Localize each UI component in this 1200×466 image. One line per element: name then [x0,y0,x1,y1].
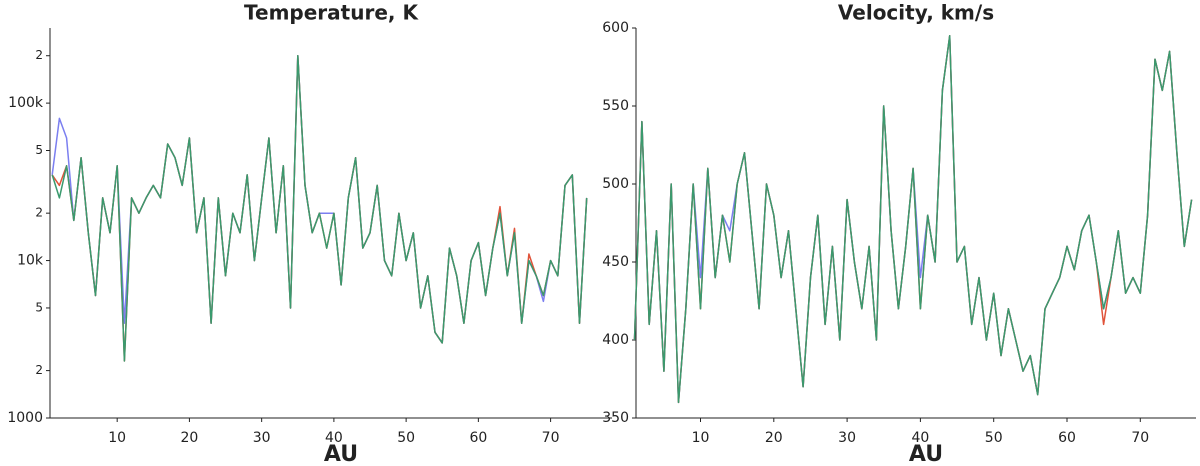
x-tick-label: 50 [985,430,1003,446]
y-tick-label: 100k [8,95,44,111]
y-tick-label: 5 [35,143,43,157]
x-tick-label: 60 [1058,430,1076,446]
x-tick-label: 70 [1131,430,1149,446]
y-tick-label: 2 [35,363,43,377]
x-axis-label: AU [324,442,358,466]
y-tick-label: 550 [602,98,629,114]
series-line [633,35,1193,404]
x-tick-label: 30 [253,430,271,446]
y-tick-label: 450 [602,254,629,270]
x-tick-label: 40 [911,430,929,446]
x-tick-label: 60 [469,430,487,446]
series-line [633,35,1193,404]
x-tick-label: 70 [542,430,560,446]
x-tick-label: 20 [765,430,783,446]
x-tick-label: 40 [325,430,343,446]
series-line [51,54,588,362]
chart-title: Velocity, km/s [838,1,994,25]
x-axis-label: AU [909,442,943,466]
x-tick-label: 20 [181,430,199,446]
y-tick-label: 5 [35,300,43,314]
y-tick-label: 10k [17,253,44,269]
y-tick-label: 2 [35,48,43,62]
y-tick-label: 600 [602,20,629,36]
y-tick-label: 400 [602,332,629,348]
x-tick-label: 10 [108,430,126,446]
y-tick-label: 500 [602,176,629,192]
y-tick-label: 1000 [7,410,43,426]
y-tick-label: 350 [602,410,629,426]
series-line [51,54,588,362]
chart-title: Temperature, K [244,1,419,25]
x-tick-label: 10 [692,430,710,446]
x-tick-label: 30 [838,430,856,446]
y-tick-label: 2 [35,206,43,220]
series-line [633,35,1193,404]
x-tick-label: 50 [397,430,415,446]
